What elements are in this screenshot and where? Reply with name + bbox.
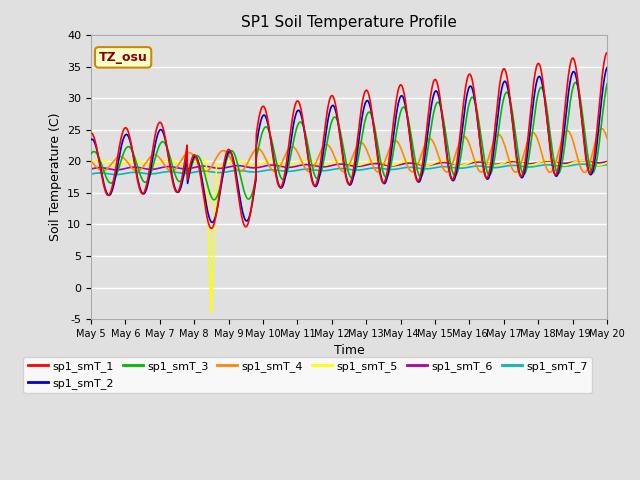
sp1_smT_4 [580, 169, 588, 175]
sp1_smT_1 [296, 103, 304, 109]
sp1_smT_3 [490, 159, 498, 165]
sp1_smT_1 [87, 130, 95, 136]
Title: SP1 Soil Temperature Profile: SP1 Soil Temperature Profile [241, 15, 457, 30]
sp1_smT_4 [140, 163, 148, 169]
sp1_smT_7 [87, 171, 95, 177]
sp1_smT_6 [578, 157, 586, 163]
sp1_smT_1 [207, 226, 215, 231]
sp1_smT_4 [442, 168, 449, 174]
sp1_smT_2 [442, 144, 450, 150]
sp1_smT_1 [604, 50, 611, 56]
sp1_smT_3 [315, 175, 323, 180]
sp1_smT_4 [604, 135, 611, 141]
sp1_smT_4 [598, 126, 606, 132]
sp1_smT_2 [499, 80, 507, 86]
Text: TZ_osu: TZ_osu [99, 51, 147, 64]
Line: sp1_smT_7: sp1_smT_7 [91, 164, 607, 175]
sp1_smT_7 [604, 162, 611, 168]
sp1_smT_3 [210, 197, 218, 203]
sp1_smT_2 [140, 191, 148, 197]
sp1_smT_1 [442, 146, 450, 152]
Line: sp1_smT_5: sp1_smT_5 [91, 160, 607, 312]
sp1_smT_7 [315, 168, 323, 173]
sp1_smT_3 [87, 151, 95, 157]
sp1_smT_4 [296, 154, 303, 160]
sp1_smT_2 [296, 109, 304, 115]
sp1_smT_6 [604, 158, 611, 164]
sp1_smT_5 [207, 310, 215, 315]
sp1_smT_7 [499, 164, 507, 169]
sp1_smT_1 [490, 134, 498, 140]
sp1_smT_7 [578, 161, 586, 167]
sp1_smT_3 [604, 81, 611, 86]
sp1_smT_2 [209, 219, 216, 225]
sp1_smT_5 [234, 157, 241, 163]
sp1_smT_5 [140, 160, 148, 166]
sp1_smT_6 [87, 166, 95, 172]
X-axis label: Time: Time [333, 344, 364, 357]
sp1_smT_6 [490, 161, 498, 167]
sp1_smT_1 [499, 66, 507, 72]
sp1_smT_5 [316, 162, 323, 168]
sp1_smT_7 [442, 164, 450, 169]
sp1_smT_5 [297, 158, 305, 164]
sp1_smT_1 [140, 190, 148, 196]
sp1_smT_3 [499, 97, 507, 103]
Line: sp1_smT_4: sp1_smT_4 [91, 129, 607, 172]
sp1_smT_4 [314, 154, 322, 160]
sp1_smT_2 [315, 176, 323, 182]
sp1_smT_2 [604, 65, 611, 71]
sp1_smT_4 [499, 137, 507, 143]
sp1_smT_4 [490, 139, 497, 145]
sp1_smT_3 [442, 132, 450, 138]
sp1_smT_5 [491, 162, 499, 168]
sp1_smT_1 [315, 170, 323, 176]
Y-axis label: Soil Temperature (C): Soil Temperature (C) [49, 113, 61, 241]
sp1_smT_6 [499, 160, 507, 166]
Line: sp1_smT_3: sp1_smT_3 [91, 83, 607, 200]
sp1_smT_7 [113, 172, 120, 178]
sp1_smT_6 [315, 164, 323, 169]
sp1_smT_6 [296, 162, 304, 168]
sp1_smT_5 [500, 160, 508, 166]
sp1_smT_7 [490, 165, 498, 170]
Line: sp1_smT_1: sp1_smT_1 [91, 53, 607, 228]
sp1_smT_2 [490, 146, 498, 152]
sp1_smT_5 [604, 160, 611, 166]
sp1_smT_3 [572, 80, 579, 85]
Line: sp1_smT_6: sp1_smT_6 [91, 160, 607, 170]
Legend: sp1_smT_1, sp1_smT_2, sp1_smT_3, sp1_smT_4, sp1_smT_5, sp1_smT_6, sp1_smT_7: sp1_smT_1, sp1_smT_2, sp1_smT_3, sp1_smT… [24, 357, 592, 393]
sp1_smT_5 [443, 157, 451, 163]
sp1_smT_5 [87, 160, 95, 166]
sp1_smT_4 [87, 158, 95, 164]
sp1_smT_3 [140, 179, 148, 184]
sp1_smT_6 [113, 167, 120, 173]
sp1_smT_7 [140, 170, 148, 176]
Line: sp1_smT_2: sp1_smT_2 [91, 68, 607, 222]
sp1_smT_6 [442, 160, 450, 166]
sp1_smT_2 [87, 137, 95, 143]
sp1_smT_7 [296, 167, 304, 173]
sp1_smT_6 [140, 166, 148, 171]
sp1_smT_3 [296, 119, 304, 125]
